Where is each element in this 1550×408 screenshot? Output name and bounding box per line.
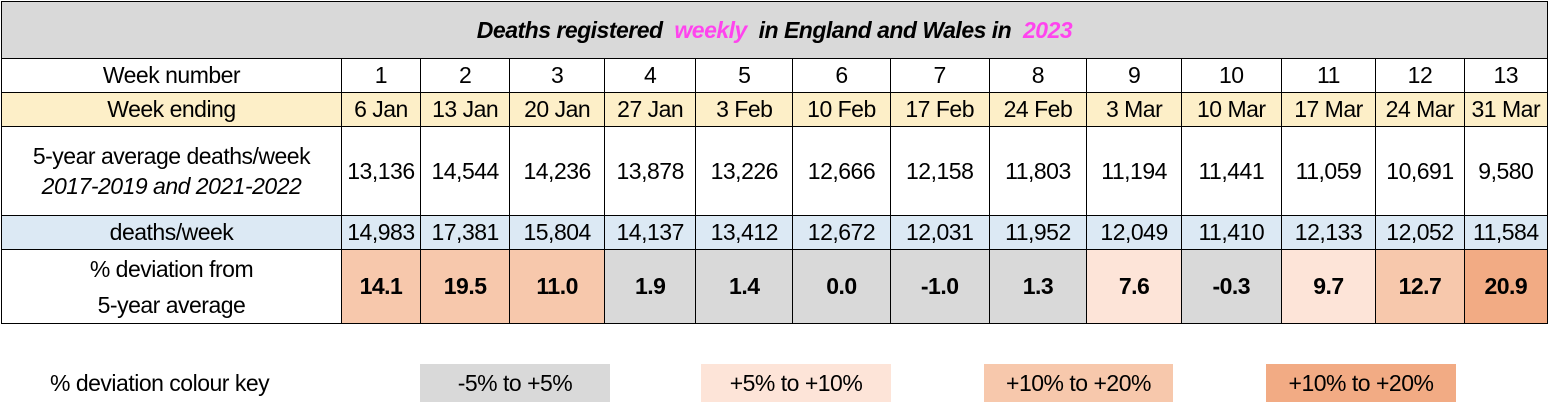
deviation-cell: 11.0	[509, 249, 605, 324]
deaths-row: deaths/week 14,983 17,381 15,804 14,137 …	[1, 215, 1549, 250]
deaths-label: deaths/week	[1, 215, 342, 250]
deaths-cell: 12,049	[1086, 215, 1182, 250]
average-deaths-cell: 10,691	[1375, 126, 1465, 216]
deaths-cell: 13,412	[695, 215, 794, 250]
deviation-cell: 9.7	[1280, 249, 1377, 324]
week-number-cell: 3	[509, 58, 605, 93]
deviation-cell: 19.5	[419, 249, 511, 324]
deviation-cell: 1.9	[603, 249, 697, 324]
deaths-cell: 11,410	[1180, 215, 1282, 250]
average-deaths-cell: 12,158	[889, 126, 990, 216]
deviation-cell: -1.0	[889, 249, 990, 324]
colour-key-label: % deviation colour key	[50, 370, 270, 396]
week-number-cell: 4	[603, 58, 697, 93]
deaths-cell: 12,052	[1375, 215, 1465, 250]
average-deaths-cell: 11,803	[988, 126, 1088, 216]
deaths-cell: 14,137	[603, 215, 697, 250]
deaths-cell: 11,952	[988, 215, 1088, 250]
week-number-cell: 11	[1280, 58, 1377, 93]
average-deaths-cell: 14,236	[509, 126, 605, 216]
deviation-cell: 1.4	[695, 249, 794, 324]
week-ending-cell: 17 Feb	[889, 92, 990, 127]
title-prefix: Deaths registered	[476, 16, 663, 43]
week-ending-cell: 10 Mar	[1180, 92, 1282, 127]
deviation-cell: 1.3	[988, 249, 1088, 324]
week-ending-cell: 24 Feb	[988, 92, 1088, 127]
average-deaths-cell: 13,136	[340, 126, 421, 216]
colour-key-mid: +10% to +20%	[984, 364, 1173, 402]
deviation-cell: 0.0	[792, 249, 891, 324]
week-number-cell: 6	[792, 58, 891, 93]
deaths-cell: 11,584	[1463, 215, 1549, 250]
deviation-cell: 7.6	[1086, 249, 1182, 324]
week-ending-label: Week ending	[1, 92, 342, 127]
deviation-cell: -0.3	[1180, 249, 1282, 324]
average-deaths-cell: 9,580	[1463, 126, 1549, 216]
week-number-label: Week number	[1, 58, 342, 93]
week-number-row: Week number 1 2 3 4 5 6 7 8 9 10 11 12 1…	[1, 58, 1549, 93]
colour-key-light: +5% to +10%	[701, 364, 891, 402]
title-middle: in England and Wales in	[758, 16, 1012, 43]
average-deaths-cell: 11,059	[1280, 126, 1377, 216]
week-ending-row: Week ending 6 Jan 13 Jan 20 Jan 27 Jan 3…	[1, 92, 1549, 127]
deviation-cell: 12.7	[1375, 249, 1465, 324]
average-deaths-cell: 11,194	[1086, 126, 1182, 216]
deaths-cell: 14,983	[340, 215, 421, 250]
week-ending-cell: 24 Mar	[1375, 92, 1465, 127]
week-ending-cell: 3 Feb	[695, 92, 794, 127]
week-ending-cell: 20 Jan	[509, 92, 605, 127]
deaths-cell: 15,804	[509, 215, 605, 250]
deaths-cell: 12,672	[792, 215, 891, 250]
average-deaths-cell: 13,226	[695, 126, 794, 216]
deaths-cell: 12,133	[1280, 215, 1377, 250]
deviation-cell: 20.9	[1463, 249, 1549, 324]
deviation-row: % deviation from 5-year average 14.1 19.…	[1, 249, 1549, 324]
week-number-cell: 5	[695, 58, 794, 93]
week-ending-cell: 3 Mar	[1086, 92, 1182, 127]
average-deaths-cell: 14,544	[419, 126, 511, 216]
deviation-label-line1: % deviation from	[89, 255, 254, 282]
deaths-table: Deaths registered weekly in England and …	[1, 1, 1549, 324]
week-number-cell: 1	[340, 58, 421, 93]
average-deaths-cell: 13,878	[603, 126, 697, 216]
deviation-label-line2: 5-year average	[97, 291, 246, 318]
average-label-line1: 5-year average deaths/week	[32, 143, 311, 169]
week-ending-cell: 27 Jan	[603, 92, 697, 127]
week-number-cell: 2	[419, 58, 511, 93]
week-ending-cell: 10 Feb	[792, 92, 891, 127]
average-label-line2: 2017-2019 and 2021-2022	[41, 173, 302, 199]
table-title: Deaths registered weekly in England and …	[1, 1, 1548, 59]
deaths-cell: 17,381	[419, 215, 511, 250]
week-ending-cell: 13 Jan	[419, 92, 511, 127]
week-ending-cell: 31 Mar	[1463, 92, 1549, 127]
average-deaths-label: 5-year average deaths/week 2017-2019 and…	[1, 126, 342, 216]
week-number-cell: 10	[1180, 58, 1282, 93]
title-highlight-weekly: weekly	[674, 16, 747, 43]
deviation-cell: 14.1	[340, 249, 421, 324]
average-deaths-row: 5-year average deaths/week 2017-2019 and…	[1, 126, 1549, 216]
title-highlight-year: 2023	[1023, 16, 1073, 43]
average-deaths-cell: 11,441	[1180, 126, 1282, 216]
deviation-label: % deviation from 5-year average	[1, 249, 342, 324]
colour-key-grey: -5% to +5%	[420, 364, 610, 402]
deaths-cell: 12,031	[889, 215, 990, 250]
colour-key-dark: +10% to +20%	[1266, 364, 1456, 402]
week-number-cell: 13	[1463, 58, 1549, 93]
week-number-cell: 8	[988, 58, 1088, 93]
week-number-cell: 7	[889, 58, 990, 93]
week-number-cell: 9	[1086, 58, 1182, 93]
week-ending-cell: 17 Mar	[1280, 92, 1377, 127]
week-number-cell: 12	[1375, 58, 1465, 93]
average-deaths-cell: 12,666	[792, 126, 891, 216]
week-ending-cell: 6 Jan	[340, 92, 421, 127]
